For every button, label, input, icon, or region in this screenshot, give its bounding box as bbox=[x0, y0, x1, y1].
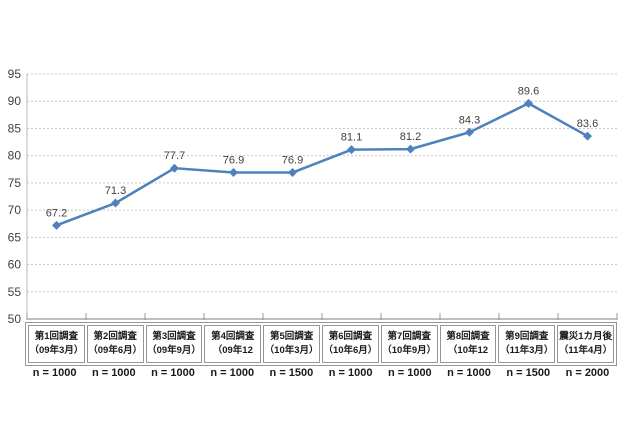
y-axis-tick-label: 50 bbox=[8, 312, 22, 326]
survey-table: 第1回調査 （09年3月） 第2回調査 （09年6月） 第3回調査 （09年9月） 第4回調… bbox=[25, 322, 617, 366]
sample-size-label: n = 1000 bbox=[328, 367, 373, 379]
data-point-label: 81.2 bbox=[400, 131, 421, 143]
data-point-marker bbox=[288, 168, 297, 178]
y-axis-tick-label: 85 bbox=[8, 121, 22, 135]
sample-size-label: n = 1000 bbox=[151, 367, 195, 379]
survey-cell: 第9回調査 （11年3月） bbox=[498, 325, 556, 363]
survey-cell: 第8回調査 （10年12 bbox=[439, 325, 497, 363]
survey-round-label: 第5回調査 bbox=[269, 331, 314, 342]
survey-round-label: 第2回調査 bbox=[93, 331, 137, 342]
series-line bbox=[56, 102, 589, 227]
data-point-label: 83.6 bbox=[577, 118, 598, 130]
data-point-label: 77.7 bbox=[164, 150, 185, 162]
data-point-label: 67.2 bbox=[46, 207, 67, 219]
sample-size-label: n = 1000 bbox=[32, 367, 77, 379]
survey-date-label: （11年3月） bbox=[500, 345, 554, 356]
sample-size-label: n = 1000 bbox=[210, 367, 255, 379]
y-axis-tick-label: 95 bbox=[8, 67, 22, 81]
sample-size-row: n = 1000 n = 1000 n = 1000 n = 1000 n = 1500… bbox=[25, 367, 617, 379]
data-point-marker bbox=[406, 144, 415, 154]
data-point-marker bbox=[111, 198, 120, 208]
survey-date-label: （10年12 bbox=[447, 345, 489, 356]
survey-round-label: 第3回調査 bbox=[152, 331, 196, 342]
data-point-label: 89.6 bbox=[518, 85, 539, 97]
survey-cell: 震災1カ月後 （11年4月） bbox=[557, 325, 614, 363]
survey-date-label: （11年4月） bbox=[558, 345, 613, 356]
survey-round-label: 震災1カ月後 bbox=[559, 331, 612, 342]
data-point-marker bbox=[170, 163, 179, 173]
survey-date-label: （09年3月） bbox=[29, 345, 84, 356]
data-point-marker bbox=[347, 145, 356, 155]
sample-size-label: n = 1500 bbox=[506, 367, 551, 379]
survey-round-label: 第7回調査 bbox=[387, 331, 431, 342]
survey-cell: 第2回調査 （09年6月） bbox=[86, 325, 144, 363]
survey-cell: 第4回調査 （09年12 bbox=[204, 325, 262, 363]
survey-cell: 第3回調査 （09年9月） bbox=[145, 325, 203, 363]
data-point-label: 76.9 bbox=[282, 155, 303, 167]
data-point-label: 84.3 bbox=[459, 114, 480, 126]
data-point-marker bbox=[465, 127, 474, 137]
survey-round-label: 第6回調査 bbox=[328, 331, 373, 342]
sample-size-label: n = 1500 bbox=[269, 367, 314, 379]
y-axis-tick-label: 80 bbox=[8, 149, 22, 163]
survey-round-label: 第8回調査 bbox=[446, 331, 490, 342]
survey-date-label: （09年9月） bbox=[147, 345, 201, 356]
data-point-marker bbox=[52, 220, 61, 230]
data-point-marker bbox=[524, 98, 533, 108]
y-axis-tick-label: 65 bbox=[8, 230, 22, 244]
survey-round-label: 第4回調査 bbox=[211, 331, 255, 342]
y-axis-tick-label: 55 bbox=[8, 285, 22, 299]
data-point-marker bbox=[229, 168, 238, 178]
sample-size-label: n = 1000 bbox=[387, 367, 432, 379]
data-point-marker bbox=[583, 131, 592, 141]
survey-cell: 第1回調査 （09年3月） bbox=[28, 325, 85, 363]
survey-cell: 第7回調査 （10年9月） bbox=[380, 325, 438, 363]
y-axis-tick-label: 75 bbox=[8, 176, 22, 190]
data-point-label: 71.3 bbox=[105, 185, 126, 197]
survey-cell: 第5回調査 （10年3月） bbox=[263, 325, 320, 363]
sample-size-label: n = 1000 bbox=[91, 367, 136, 379]
survey-round-label: 第1回調査 bbox=[34, 331, 79, 342]
data-point-label: 81.1 bbox=[341, 132, 362, 144]
survey-date-label: （10年6月） bbox=[323, 345, 378, 356]
survey-cell: 第6回調査 （10年6月） bbox=[321, 325, 379, 363]
survey-round-label: 第9回調査 bbox=[505, 331, 549, 342]
survey-date-label: （09年6月） bbox=[88, 345, 143, 356]
survey-date-label: （10年3月） bbox=[264, 345, 319, 356]
y-axis-tick-label: 90 bbox=[8, 94, 22, 108]
data-point-label: 76.9 bbox=[223, 155, 244, 167]
y-axis-tick-label: 60 bbox=[8, 258, 22, 272]
survey-table-row: 第1回調査 （09年3月） 第2回調査 （09年6月） 第3回調査 （09年9月） 第4回調… bbox=[28, 325, 614, 363]
survey-date-label: （10年9月） bbox=[382, 345, 437, 356]
sample-size-label: n = 2000 bbox=[565, 367, 610, 379]
survey-date-label: （09年12 bbox=[212, 345, 253, 356]
y-axis-tick-label: 70 bbox=[8, 203, 22, 217]
sample-size-label: n = 1000 bbox=[447, 367, 491, 379]
